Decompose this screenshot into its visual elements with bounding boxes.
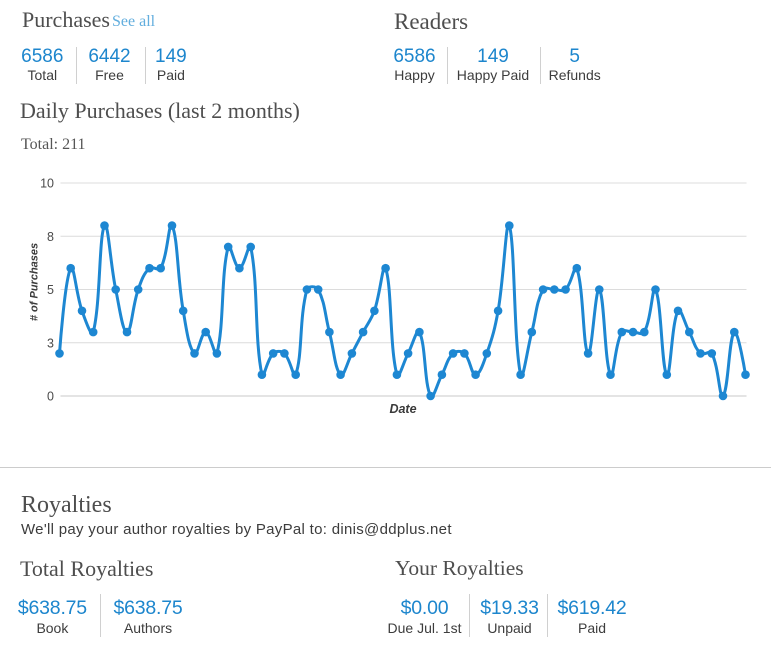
svg-text:8: 8 [47,230,54,244]
svg-text:5: 5 [47,283,54,297]
svg-text:# of Purchases: # of Purchases [29,243,41,321]
svg-text:10: 10 [40,177,54,191]
svg-text:3: 3 [47,336,54,350]
svg-text:0: 0 [47,390,54,404]
svg-text:Date: Date [389,402,416,416]
